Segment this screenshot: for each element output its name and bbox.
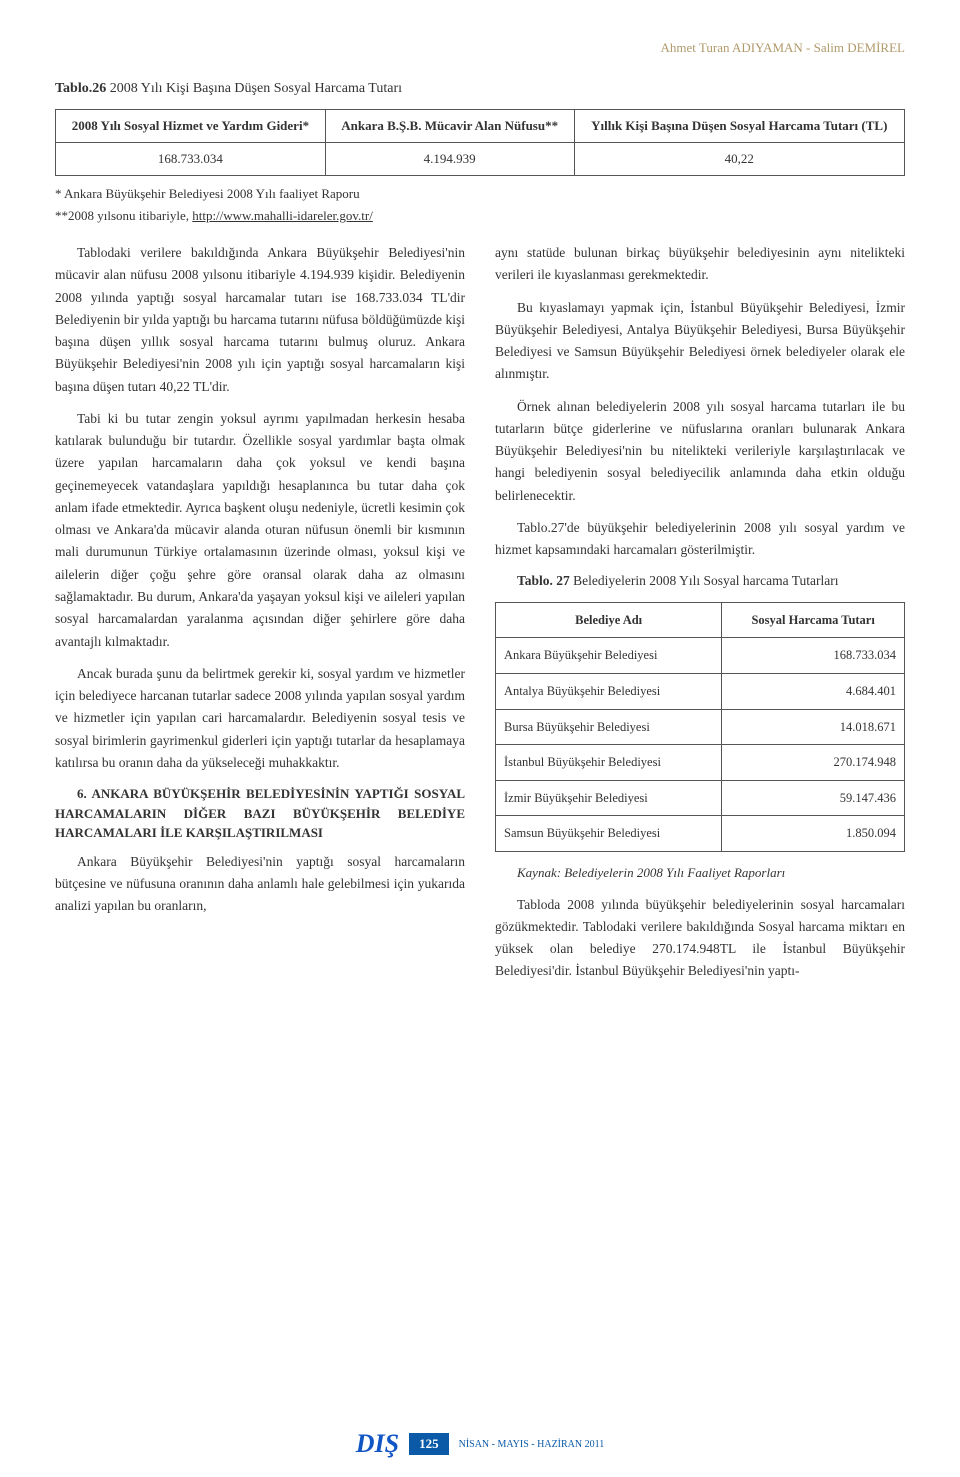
table-header-row: 2008 Yılı Sosyal Hizmet ve Yardım Gideri…	[56, 110, 905, 143]
table26-title-text: 2008 Yılı Kişi Başına Düşen Sosyal Harca…	[106, 81, 402, 96]
t26-cell: 168.733.034	[56, 143, 326, 176]
header-authors: Ahmet Turan ADIYAMAN - Salim DEMİREL	[55, 40, 905, 56]
paragraph: Tabi ki bu tutar zengin yoksul ayrımı ya…	[55, 408, 465, 653]
section-heading-6: 6. ANKARA BÜYÜKŞEHİR BELEDİYESİNİN YAPTI…	[55, 784, 465, 843]
table27-source: Kaynak: Belediyelerin 2008 Yılı Faaliyet…	[495, 862, 905, 883]
t26-col0: 2008 Yılı Sosyal Hizmet ve Yardım Gideri…	[56, 110, 326, 143]
left-column: Tablodaki verilere bakıldığında Ankara B…	[55, 242, 465, 993]
paragraph: Ancak burada şunu da belirtmek gerekir k…	[55, 663, 465, 774]
table-row: Bursa Büyükşehir Belediyesi14.018.671	[496, 709, 905, 745]
paragraph: aynı statüde bulunan birkaç büyükşehir b…	[495, 242, 905, 287]
table-row: Ankara Büyükşehir Belediyesi168.733.034	[496, 638, 905, 674]
t27-cell: 1.850.094	[722, 816, 905, 852]
right-column: aynı statüde bulunan birkaç büyükşehir b…	[495, 242, 905, 993]
t27-cell: 4.684.401	[722, 673, 905, 709]
t27-col1: Sosyal Harcama Tutarı	[722, 602, 905, 638]
footer-date: NİSAN - MAYIS - HAZİRAN 2011	[459, 1439, 605, 1450]
table-row: İzmir Büyükşehir Belediyesi59.147.436	[496, 780, 905, 816]
t26-col1: Ankara B.Ş.B. Mücavir Alan Nüfusu**	[325, 110, 574, 143]
t26-cell: 40,22	[574, 143, 904, 176]
table-row: İstanbul Büyükşehir Belediyesi270.174.94…	[496, 745, 905, 781]
table-row: Antalya Büyükşehir Belediyesi4.684.401	[496, 673, 905, 709]
paragraph: Tablo.27'de büyükşehir belediyelerinin 2…	[495, 517, 905, 562]
table-header-row: Belediye Adı Sosyal Harcama Tutarı	[496, 602, 905, 638]
t27-cell: Ankara Büyükşehir Belediyesi	[496, 638, 722, 674]
table27-label: Tablo. 27	[517, 573, 570, 588]
t27-cell: Antalya Büyükşehir Belediyesi	[496, 673, 722, 709]
table26-footnote2: **2008 yılsonu itibariyle, http://www.ma…	[55, 208, 905, 224]
footer-logo: DIŞ	[356, 1429, 399, 1459]
table27-caption-text: Belediyelerin 2008 Yılı Sosyal harcama T…	[570, 573, 839, 588]
t26-cell: 4.194.939	[325, 143, 574, 176]
table27: Belediye Adı Sosyal Harcama Tutarı Ankar…	[495, 602, 905, 852]
paragraph: Tabloda 2008 yılında büyükşehir belediye…	[495, 894, 905, 983]
page-number: 125	[409, 1433, 449, 1455]
paragraph: Bu kıyaslamayı yapmak için, İstanbul Büy…	[495, 297, 905, 386]
t27-col0: Belediye Adı	[496, 602, 722, 638]
table26: 2008 Yılı Sosyal Hizmet ve Yardım Gideri…	[55, 109, 905, 176]
t27-cell: 59.147.436	[722, 780, 905, 816]
two-column-layout: Tablodaki verilere bakıldığında Ankara B…	[55, 242, 905, 993]
t27-cell: İstanbul Büyükşehir Belediyesi	[496, 745, 722, 781]
table26-footnote1: * Ankara Büyükşehir Belediyesi 2008 Yılı…	[55, 186, 905, 202]
t27-cell: 270.174.948	[722, 745, 905, 781]
footnote2-prefix: **2008 yılsonu itibariyle,	[55, 208, 192, 223]
footnote2-link[interactable]: http://www.mahalli-idareler.gov.tr/	[192, 208, 373, 223]
table27-caption: Tablo. 27 Belediyelerin 2008 Yılı Sosyal…	[495, 571, 905, 591]
t27-cell: Bursa Büyükşehir Belediyesi	[496, 709, 722, 745]
t27-cell: 168.733.034	[722, 638, 905, 674]
table-row: 168.733.034 4.194.939 40,22	[56, 143, 905, 176]
paragraph: Ankara Büyükşehir Belediyesi'nin yaptığı…	[55, 851, 465, 918]
t27-cell: Samsun Büyükşehir Belediyesi	[496, 816, 722, 852]
t26-col2: Yıllık Kişi Başına Düşen Sosyal Harcama …	[574, 110, 904, 143]
table26-title: Tablo.26 2008 Yılı Kişi Başına Düşen Sos…	[55, 81, 905, 97]
t27-cell: 14.018.671	[722, 709, 905, 745]
paragraph: Tablodaki verilere bakıldığında Ankara B…	[55, 242, 465, 398]
table26-label: Tablo.26	[55, 81, 106, 96]
page-footer: DIŞ 125 NİSAN - MAYIS - HAZİRAN 2011	[0, 1429, 960, 1459]
t27-cell: İzmir Büyükşehir Belediyesi	[496, 780, 722, 816]
table-row: Samsun Büyükşehir Belediyesi1.850.094	[496, 816, 905, 852]
paragraph: Örnek alınan belediyelerin 2008 yılı sos…	[495, 396, 905, 507]
